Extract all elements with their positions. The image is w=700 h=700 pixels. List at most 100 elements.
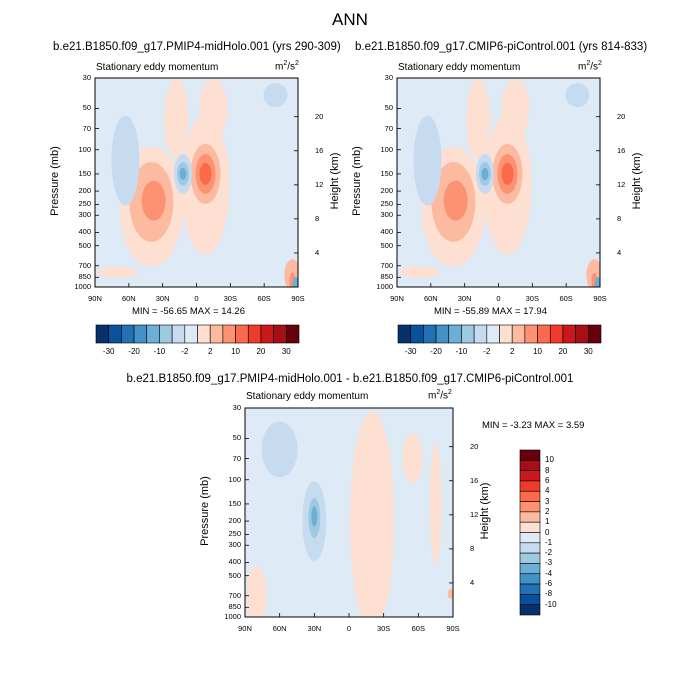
colorbar-swatch <box>448 324 462 344</box>
colorbar-swatch <box>159 324 173 344</box>
colorbar-label: -2 <box>483 347 491 356</box>
lat-tick-label: 60S <box>257 294 271 303</box>
colorbar-swatch <box>519 501 541 513</box>
height-tick-label: 4 <box>315 247 320 257</box>
colorbar-swatch <box>260 324 274 344</box>
pressure-tick-label: 150 <box>228 498 241 508</box>
panel-2-frame <box>396 77 601 288</box>
pressure-tick-label: 100 <box>380 144 393 154</box>
lat-tick-label: 90S <box>291 294 305 303</box>
diff-pos-band <box>350 411 395 617</box>
panel-2-colorbar <box>397 324 602 344</box>
height-tick-label: 20 <box>315 111 324 121</box>
pressure-tick-label: 500 <box>228 570 241 580</box>
colorbar-swatch <box>524 324 538 344</box>
lat-tick-label: 90N <box>390 294 404 303</box>
diff-pos-surface-south <box>447 589 453 600</box>
pos-jet-3 <box>199 162 212 185</box>
colorbar-label: 8 <box>545 465 550 475</box>
pressure-tick-label: 200 <box>78 186 91 196</box>
colorbar-label: 3 <box>545 496 550 506</box>
neg-jet-3 <box>179 167 187 180</box>
panel-2-units: m2/s2 <box>578 60 602 73</box>
height-tick-label: 12 <box>315 179 324 189</box>
lat-tick-label: 90S <box>593 294 607 303</box>
colorbar-swatch <box>410 324 424 344</box>
pressure-tick-label: 700 <box>380 260 393 270</box>
pressure-tick-label: 70 <box>384 123 393 133</box>
pressure-tick-label: 400 <box>78 227 91 237</box>
lat-tick-label: 30S <box>525 294 539 303</box>
height-tick-label: 16 <box>315 145 324 155</box>
pressure-tick-label: 500 <box>380 240 393 250</box>
lat-tick-label: 90S <box>446 624 460 633</box>
panel-3-colorbar <box>519 449 541 616</box>
pressure-tick-label: 50 <box>232 433 241 443</box>
figure-title: ANN <box>332 10 368 29</box>
pressure-tick-label: 400 <box>380 227 393 237</box>
colorbar-label: 10 <box>545 455 554 465</box>
panel-1-field <box>95 78 298 287</box>
colorbar-swatch <box>575 324 589 344</box>
height-tick-label: 8 <box>470 543 475 553</box>
colorbar-swatch <box>133 324 148 344</box>
colorbar-swatch <box>235 324 249 344</box>
colorbar-label: -20 <box>128 347 140 356</box>
pressure-tick-label: 70 <box>232 453 241 463</box>
pressure-tick-label: 100 <box>78 144 91 154</box>
colorbar-swatch <box>519 521 541 533</box>
lat-tick-label: 30S <box>376 624 391 633</box>
pressure-tick-label: 250 <box>78 199 91 209</box>
colorbar-swatch <box>108 324 122 344</box>
colorbar-label: 2 <box>545 506 550 516</box>
colorbar-label: -3 <box>545 558 553 568</box>
pressure-tick-label: 150 <box>78 168 91 178</box>
neg-south-top <box>565 83 590 108</box>
colorbar-swatch <box>519 573 541 585</box>
colorbar-swatch <box>519 594 541 605</box>
pressure-tick-label: 100 <box>228 474 241 484</box>
pos-band-upper <box>466 79 491 160</box>
lat-tick-label: 30S <box>223 294 237 303</box>
pressure-tick-label: 300 <box>78 210 91 220</box>
colorbar-swatch <box>519 470 541 482</box>
colorbar-swatch <box>519 552 541 564</box>
pressure-tick-label: 500 <box>78 240 91 250</box>
colorbar-swatch <box>519 532 541 544</box>
pressure-tick-label: 50 <box>384 103 393 113</box>
panel-2-title: b.e21.B1850.f09_g17.CMIP6-piControl.001 … <box>355 41 648 53</box>
lat-tick-label: 60N <box>272 624 287 633</box>
panel-3-title: b.e21.B1850.f09_g17.PMIP4-midHolo.001 - … <box>126 373 574 385</box>
lat-tick-label: 60S <box>559 294 573 303</box>
panel-2-field <box>397 78 600 287</box>
pressure-tick-label: 30 <box>82 73 91 82</box>
pos-surface-north <box>97 266 138 279</box>
pressure-tick-label: 30 <box>384 73 393 82</box>
lat-tick-label: 60S <box>411 624 425 633</box>
colorbar-swatch <box>519 583 541 595</box>
colorbar-swatch <box>519 542 541 554</box>
colorbar-label: -4 <box>545 568 553 578</box>
height-tick-label: 4 <box>470 577 475 587</box>
pressure-tick-label: 30 <box>232 403 241 412</box>
neg-north-upper <box>111 115 140 206</box>
colorbar-label: 20 <box>558 347 568 356</box>
panel-1-colorbar <box>95 324 300 344</box>
height-tick-label: 20 <box>617 111 626 121</box>
pressure-tick-label: 1000 <box>224 612 241 621</box>
neg-surface-south <box>594 276 600 287</box>
pressure-tick-label: 50 <box>82 103 91 113</box>
lat-tick-label: 90N <box>88 294 102 303</box>
colorbar-swatch <box>486 324 500 344</box>
height-tick-label: 8 <box>315 213 320 223</box>
colorbar-label: -1 <box>545 537 553 547</box>
panel-3-stats: MIN = -3.23 MAX = 3.59 <box>482 420 585 431</box>
colorbar-label: -20 <box>430 347 442 356</box>
colorbar-swatch <box>197 324 211 344</box>
colorbar-swatch <box>435 324 450 344</box>
diff-pos-surface <box>246 565 267 617</box>
colorbar-label: 20 <box>256 347 266 356</box>
colorbar-label: -10 <box>545 599 557 609</box>
colorbar-swatch <box>209 324 224 344</box>
panel-1-title: b.e21.B1850.f09_g17.PMIP4-midHolo.001 (y… <box>53 41 341 53</box>
